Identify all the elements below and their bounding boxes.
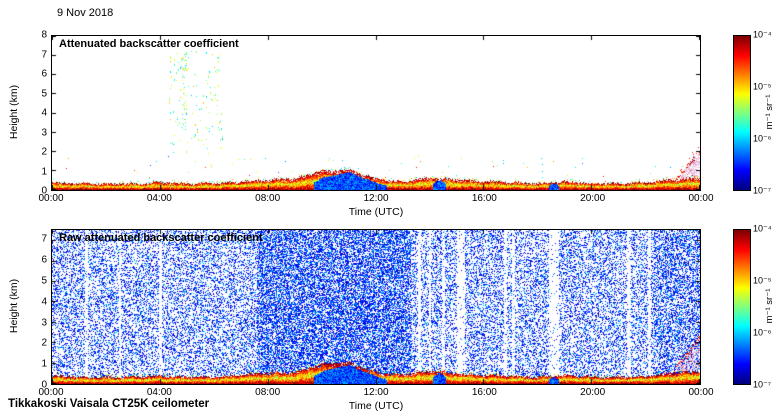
x-tick-label: 16:00 [471, 193, 497, 204]
x-tick-label: 08:00 [255, 387, 281, 398]
x-axis-title-bottom: Time (UTC) [348, 400, 404, 412]
y-tick-label: 2 [41, 146, 47, 158]
x-tick-label: 08:00 [255, 193, 281, 204]
y-tick-label: 3 [41, 317, 47, 329]
colorbar-unit-top: m⁻¹ sr⁻¹ [764, 94, 775, 130]
bottom-panel: Raw attenuated backscatter coefficient [51, 229, 701, 385]
x-tick-labels-top: 00:00 04:00 08:00 12:00 16:00 20:00 00:00 [38, 193, 713, 205]
y-tick-label: 4 [41, 107, 47, 119]
colorbar-bottom [733, 229, 751, 385]
top-panel: Attenuated backscatter coefficient [51, 35, 701, 191]
x-tick-label: 20:00 [580, 193, 606, 204]
x-axis-title-top: Time (UTC) [348, 206, 404, 218]
y-tick-label: 3 [41, 127, 47, 138]
y-tick-label: 5 [41, 275, 47, 287]
caption: Tikkakoski Vaisala CT25K ceilometer [8, 398, 210, 410]
colorbar-tick-label: 10⁻⁶ [753, 327, 772, 338]
colorbar-tick-label: 10⁻⁵ [753, 81, 772, 92]
colorbar-tick-labels-top: 10⁻⁴ 10⁻⁵ 10⁻⁶ 10⁻⁷ [753, 30, 779, 196]
date-label: 9 Nov 2018 [57, 7, 114, 19]
y-tick-label: 6 [41, 254, 47, 266]
colorbar-tick-label: 10⁻⁷ [753, 379, 772, 390]
y-tick-label: 8 [41, 29, 47, 41]
x-tick-label: 00:00 [38, 387, 64, 398]
y-tick-label: 1 [41, 166, 47, 177]
colorbar-top [733, 35, 751, 191]
colorbar-tick-label: 10⁻⁶ [753, 133, 772, 144]
y-tick-label: 5 [41, 88, 47, 99]
colorbar-tick-label: 10⁻⁴ [753, 29, 772, 40]
y-tick-label: 2 [41, 337, 47, 349]
x-tick-label: 04:00 [146, 193, 172, 204]
y-tick-label: 7 [41, 49, 47, 60]
x-tick-label: 12:00 [363, 387, 389, 398]
x-tick-label: 04:00 [146, 387, 172, 398]
colorbar-tick-label: 10⁻⁷ [753, 185, 772, 196]
y-tick-label: 0 [41, 379, 47, 391]
y-tick-label: 6 [41, 68, 47, 80]
x-tick-label: 00:00 [688, 193, 714, 204]
y-tick-label: 7 [41, 233, 47, 245]
x-tick-label: 20:00 [580, 387, 606, 398]
attenuated-backscatter-heatmap [52, 36, 700, 190]
x-tick-label: 12:00 [363, 193, 389, 204]
y-axis-title-top: Height (km) [8, 84, 20, 140]
y-axis-title-bottom: Height (km) [8, 278, 20, 334]
x-tick-label: 16:00 [471, 387, 497, 398]
bottom-panel-title: Raw attenuated backscatter coefficient [59, 232, 263, 244]
colorbar-tick-label: 10⁻⁴ [753, 223, 772, 234]
y-tick-label: 1 [41, 358, 47, 370]
x-tick-labels-bottom: 00:00 04:00 08:00 12:00 16:00 20:00 00:00 [38, 387, 713, 399]
y-tick-labels-top: 8 7 6 5 4 3 2 1 0 [29, 30, 49, 197]
colorbar-unit-bottom: m⁻¹ sr⁻¹ [764, 288, 775, 324]
y-tick-label: 4 [41, 296, 47, 308]
y-tick-label: 0 [41, 185, 47, 197]
x-tick-label: 00:00 [688, 387, 714, 398]
x-tick-label: 00:00 [38, 193, 64, 204]
colorbar-tick-label: 10⁻⁵ [753, 275, 772, 286]
top-panel-title: Attenuated backscatter coefficient [59, 38, 239, 50]
colorbar-tick-labels-bottom: 10⁻⁴ 10⁻⁵ 10⁻⁶ 10⁻⁷ [753, 224, 779, 390]
y-tick-labels-bottom: 7 6 5 4 3 2 1 0 [29, 229, 49, 391]
raw-backscatter-heatmap [52, 230, 700, 384]
